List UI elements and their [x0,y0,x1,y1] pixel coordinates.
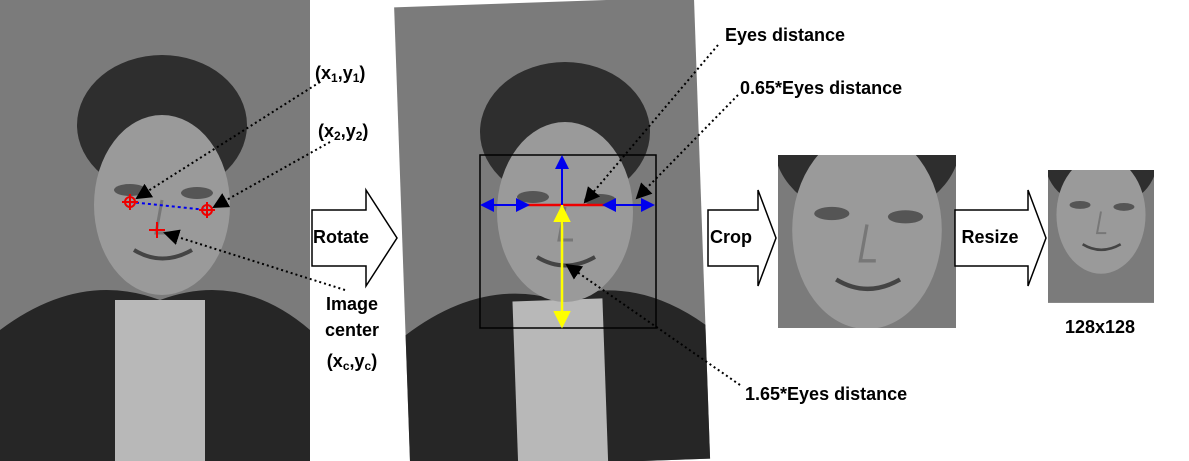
resized-face [1048,170,1154,303]
label-part: (x [318,121,334,141]
leader [635,94,739,200]
label-part: ) [359,63,365,83]
label: 1.65*Eyes distance [745,384,907,404]
step-label: Rotate [313,227,369,247]
label: Image [326,294,378,314]
block-arrow [311,187,398,289]
leader [212,141,331,208]
point-label: (x2,y2) [318,121,368,143]
cropped-face [778,155,956,328]
subscript: c [343,359,350,373]
eye-markers [122,194,215,238]
block-arrow [954,189,1047,287]
leader [163,229,346,291]
label-part: ) [362,121,368,141]
subscript: 1 [353,71,360,85]
original-photo [0,0,310,461]
subscript: 1 [331,71,338,85]
label: 0.65*Eyes distance [740,78,902,98]
subscript: 2 [334,129,341,143]
label-part: ,y [338,63,353,83]
label: Eyes distance [725,25,845,45]
subscript: 2 [356,129,363,143]
label: center [325,320,379,340]
leader [583,44,719,204]
measure-arrows [480,155,655,329]
subscript: c [365,359,372,373]
label-part: (x [315,63,331,83]
point-label: (x1,y1) [315,63,365,85]
label-part: ,y [341,121,356,141]
label-part: ,y [350,351,365,371]
label-part: ) [371,351,377,371]
size-label: 128x128 [1065,317,1135,337]
block-arrow [707,189,777,287]
step-label: Resize [961,227,1018,247]
leader [565,263,741,386]
label-part: (x [327,351,343,371]
step-label: Crop [710,227,752,247]
point-label: (xc,yc) [327,351,377,373]
leader [135,81,321,200]
